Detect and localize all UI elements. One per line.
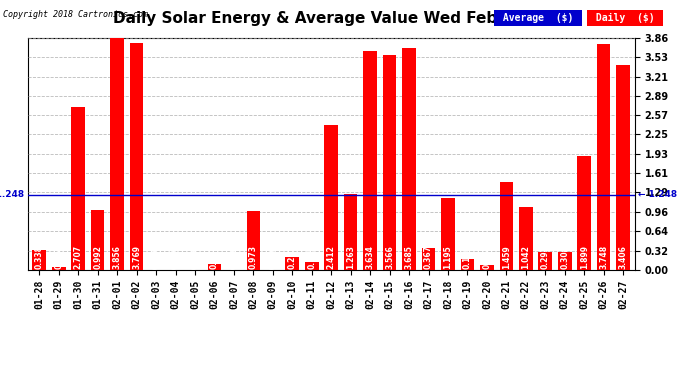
Text: ← 1.248: ← 1.248 — [0, 190, 25, 200]
Text: Average  ($): Average ($) — [497, 13, 579, 23]
Text: 0.084: 0.084 — [482, 245, 491, 269]
Bar — [480, 265, 494, 270]
Text: 0.000: 0.000 — [190, 246, 199, 269]
Bar — [324, 125, 338, 270]
Text: ← 1.248: ← 1.248 — [638, 190, 677, 200]
Bar — [538, 252, 552, 270]
Bar — [441, 198, 455, 270]
Bar — [578, 156, 591, 270]
Bar — [500, 182, 513, 270]
Bar — [558, 252, 571, 270]
Bar — [383, 55, 396, 270]
Bar — [364, 51, 377, 270]
Text: 3.748: 3.748 — [599, 245, 608, 269]
Bar — [246, 211, 260, 270]
Text: Copyright 2018 Cartronics.com: Copyright 2018 Cartronics.com — [3, 10, 148, 19]
Text: 3.634: 3.634 — [366, 246, 375, 269]
Text: 0.338: 0.338 — [34, 245, 43, 269]
Bar — [286, 256, 299, 270]
Bar — [32, 250, 46, 270]
Text: 0.000: 0.000 — [152, 246, 161, 269]
Bar — [616, 65, 630, 270]
Bar — [402, 48, 416, 270]
Text: 3.685: 3.685 — [404, 246, 413, 269]
Text: 2.707: 2.707 — [74, 245, 83, 269]
Text: 2.412: 2.412 — [326, 246, 336, 269]
Text: 0.097: 0.097 — [210, 245, 219, 269]
Bar — [130, 43, 144, 270]
Text: 1.459: 1.459 — [502, 246, 511, 269]
Text: 0.292: 0.292 — [541, 246, 550, 269]
Bar — [344, 194, 357, 270]
Text: 1.042: 1.042 — [522, 246, 531, 269]
Text: 3.566: 3.566 — [385, 246, 394, 269]
Text: 1.899: 1.899 — [580, 245, 589, 269]
Bar — [91, 210, 104, 270]
Bar — [461, 259, 474, 270]
Text: Daily Solar Energy & Average Value Wed Feb 28 17:41: Daily Solar Energy & Average Value Wed F… — [112, 11, 578, 26]
Text: 0.304: 0.304 — [560, 246, 569, 269]
Text: 1.263: 1.263 — [346, 246, 355, 269]
Bar — [208, 264, 221, 270]
Text: 0.223: 0.223 — [288, 246, 297, 269]
Bar — [110, 38, 124, 270]
Text: 0.000: 0.000 — [268, 246, 277, 269]
Text: 0.000: 0.000 — [229, 246, 238, 269]
Text: 0.973: 0.973 — [249, 245, 258, 269]
Text: 3.856: 3.856 — [112, 246, 121, 269]
Bar — [305, 262, 319, 270]
Bar — [597, 44, 611, 270]
Text: 0.992: 0.992 — [93, 246, 102, 269]
Text: 3.769: 3.769 — [132, 245, 141, 269]
Text: Daily  ($): Daily ($) — [590, 13, 660, 23]
Text: 0.367: 0.367 — [424, 245, 433, 269]
Text: 0.188: 0.188 — [463, 245, 472, 269]
Text: 0.054: 0.054 — [55, 246, 63, 269]
Bar — [519, 207, 533, 270]
Bar — [422, 248, 435, 270]
Text: 3.406: 3.406 — [619, 246, 628, 269]
Text: 0.125: 0.125 — [307, 246, 316, 269]
Text: 0.000: 0.000 — [171, 246, 180, 269]
Text: 1.195: 1.195 — [444, 246, 453, 269]
Bar — [71, 107, 85, 270]
Bar — [52, 267, 66, 270]
